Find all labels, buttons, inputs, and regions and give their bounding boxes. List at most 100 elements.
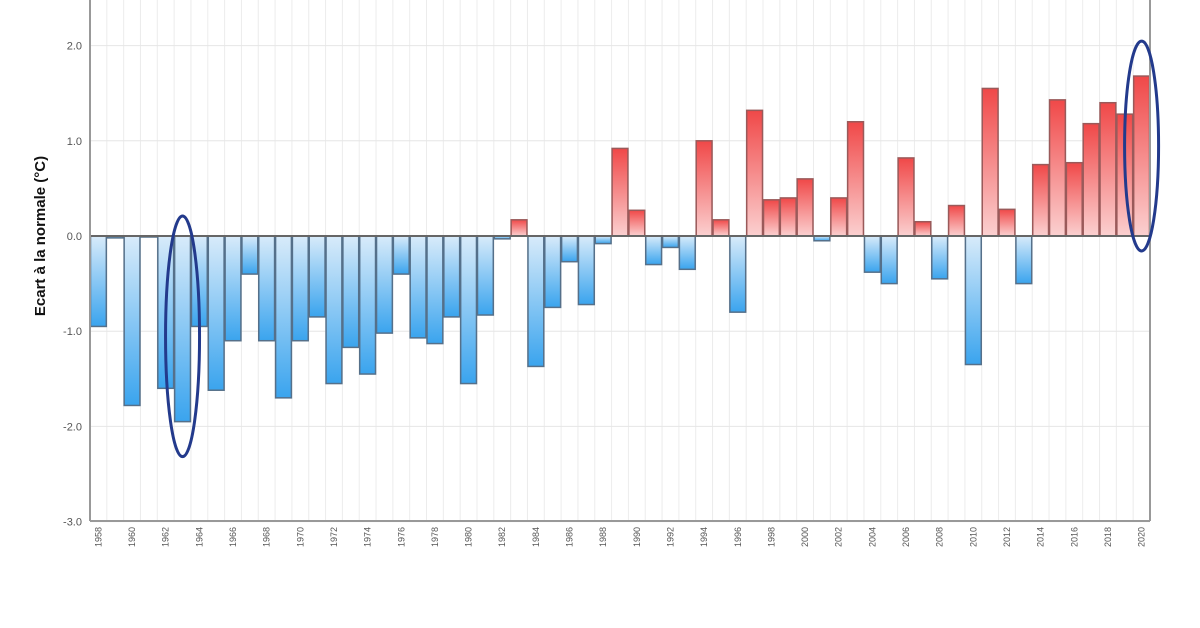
bar-1985 (544, 235, 562, 309)
axes (89, 0, 1151, 522)
bar-1970 (291, 235, 309, 342)
x-tick-label: 2020 (1137, 527, 1147, 547)
y-tick-label: -3.0 (63, 517, 82, 529)
bar-1958 (89, 235, 108, 328)
bar-2015 (1048, 99, 1067, 237)
bar-1990 (628, 209, 646, 237)
bar-2007 (914, 220, 932, 237)
bar-2005 (880, 235, 898, 285)
bar-1960 (123, 235, 141, 407)
bar-1965 (207, 235, 225, 391)
bar-1993 (678, 235, 696, 271)
x-tick-label: 2014 (1036, 527, 1046, 547)
bar-1974 (358, 235, 377, 375)
x-tick-label: 1974 (363, 527, 373, 547)
x-tick-label: 1994 (699, 527, 709, 547)
bar-1998 (762, 199, 781, 237)
x-tick-label: 1988 (598, 527, 608, 547)
highlight-circles (164, 39, 1161, 459)
bar-1984 (527, 235, 545, 368)
bar-1999 (779, 197, 797, 237)
x-tick-label: 2018 (1103, 527, 1113, 547)
bar-1977 (409, 235, 427, 339)
bar-1972 (325, 235, 343, 385)
y-tick-label: 2.0 (67, 41, 82, 53)
bar-1969 (274, 235, 293, 399)
y-tick-label: 0.0 (67, 231, 82, 243)
x-tick-label: 1980 (464, 527, 474, 547)
bar-2009 (947, 204, 966, 237)
bar-1995 (712, 219, 730, 237)
x-tick-label: 1962 (161, 527, 171, 547)
bar-1989 (611, 147, 629, 237)
x-tick-label: 1968 (262, 527, 272, 547)
bar-2010 (964, 235, 982, 366)
bar-2004 (863, 235, 882, 273)
x-tick-label: 1984 (531, 527, 541, 547)
bar-1988 (594, 235, 612, 245)
bar-2012 (998, 208, 1016, 237)
bar-1992 (661, 235, 680, 249)
bar-1986 (560, 235, 579, 263)
bar-1978 (426, 235, 444, 345)
bar-2011 (981, 87, 999, 237)
y-tick-label: -2.0 (63, 421, 82, 433)
bar-2016 (1065, 161, 1083, 237)
bar-2020 (1132, 75, 1151, 237)
bar-1997 (745, 109, 764, 237)
bar-1963 (173, 235, 192, 423)
x-tick-label: 1992 (665, 527, 675, 547)
x-tick-label: 2012 (1002, 527, 1012, 547)
x-tick-label: 1996 (733, 527, 743, 547)
x-tick-label: 1958 (93, 527, 103, 547)
bar-2014 (1031, 163, 1050, 237)
bar-1991 (644, 235, 663, 266)
bar-1983 (510, 219, 528, 237)
x-tick-label: 2002 (834, 527, 844, 547)
highlight-circle-1963 (164, 214, 202, 459)
x-tick-label: 2006 (901, 527, 911, 547)
x-tick-labels: 1958 1960 1962 1964 1966 1968 1970 1972 1974 1976… (93, 527, 1146, 547)
bar-1994 (695, 140, 713, 237)
bar-1971 (308, 235, 326, 318)
x-tick-label: 1990 (632, 527, 642, 547)
bar-2017 (1082, 122, 1100, 237)
x-tick-label: 1972 (329, 527, 339, 547)
bar-1980 (459, 235, 478, 385)
x-tick-label: 2004 (867, 527, 877, 547)
bar-2000 (796, 178, 814, 237)
bar-2006 (897, 157, 915, 237)
bar-1968 (258, 235, 276, 342)
x-tick-label: 2016 (1069, 527, 1079, 547)
bar-2003 (846, 121, 865, 237)
x-tick-label: 1970 (295, 527, 305, 547)
x-tick-label: 2000 (800, 527, 810, 547)
bar-1976 (392, 235, 410, 275)
bar-1973 (342, 235, 360, 349)
y-tick-label: 1.0 (67, 136, 82, 148)
bar-1975 (375, 235, 394, 334)
bar-2013 (1015, 235, 1033, 285)
y-tick-label: -1.0 (63, 326, 82, 338)
bar-2002 (830, 197, 848, 237)
bar-1996 (729, 235, 747, 313)
bar-2008 (931, 235, 949, 280)
highlight-circle-2020 (1123, 39, 1161, 253)
x-tick-label: 2010 (968, 527, 978, 547)
bar-1981 (476, 235, 495, 316)
x-tick-label: 1978 (430, 527, 440, 547)
bars (89, 75, 1151, 423)
bar-1967 (241, 235, 259, 275)
x-tick-label: 1982 (497, 527, 507, 547)
x-tick-label: 1976 (396, 527, 406, 547)
bar-1966 (224, 235, 242, 342)
x-tick-label: 1966 (228, 527, 238, 547)
x-tick-label: 1998 (766, 527, 776, 547)
x-tick-label: 1964 (194, 527, 204, 547)
x-tick-label: 2008 (935, 527, 945, 547)
bar-2018 (1099, 101, 1117, 237)
bar-1987 (577, 235, 596, 306)
y-tick-labels: -3.0 -2.0 -1.0 0.0 1.0 2.0 (63, 41, 82, 529)
bar-1979 (443, 235, 461, 318)
